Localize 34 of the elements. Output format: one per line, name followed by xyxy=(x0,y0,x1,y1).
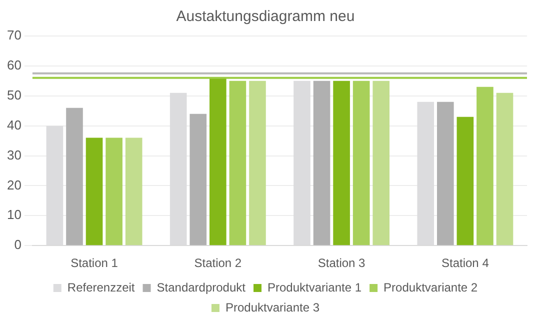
bar xyxy=(333,80,350,246)
legend-label: Referenzzeit xyxy=(67,280,136,294)
bar xyxy=(86,138,103,246)
bar xyxy=(313,80,330,246)
legend-label: Produktvariante 1 xyxy=(267,280,362,294)
legend-label: Standardprodukt xyxy=(156,280,246,294)
y-tick-label: 30 xyxy=(6,147,22,162)
bar xyxy=(125,138,142,246)
y-tick-label: 60 xyxy=(6,58,22,73)
y-tick-label: 0 xyxy=(14,237,22,252)
y-tick-label: 40 xyxy=(6,117,22,132)
y-tick-label: 10 xyxy=(6,207,22,222)
x-tick-label: Station 3 xyxy=(318,256,366,270)
x-tick-label: Station 4 xyxy=(441,256,490,270)
x-tick-label: Station 2 xyxy=(194,256,242,270)
bar xyxy=(66,108,83,246)
chart-title: Austaktungsdiagramm neu xyxy=(176,8,355,26)
bar xyxy=(229,80,246,246)
bar xyxy=(352,80,370,246)
bar xyxy=(190,114,207,246)
bar xyxy=(496,92,514,246)
y-tick-label: 20 xyxy=(6,177,22,192)
legend-label: Produktvariante 3 xyxy=(225,300,320,314)
bar xyxy=(476,86,494,246)
bar xyxy=(210,78,226,246)
legend-label: Produktvariante 2 xyxy=(384,280,478,294)
y-tick-label: 50 xyxy=(6,87,22,102)
bar xyxy=(436,102,454,246)
bar xyxy=(456,116,474,246)
x-tick-label: Station 1 xyxy=(70,256,118,270)
bar xyxy=(249,80,266,246)
bar xyxy=(372,80,390,246)
y-tick-label: 70 xyxy=(6,28,22,43)
bar xyxy=(106,138,122,246)
